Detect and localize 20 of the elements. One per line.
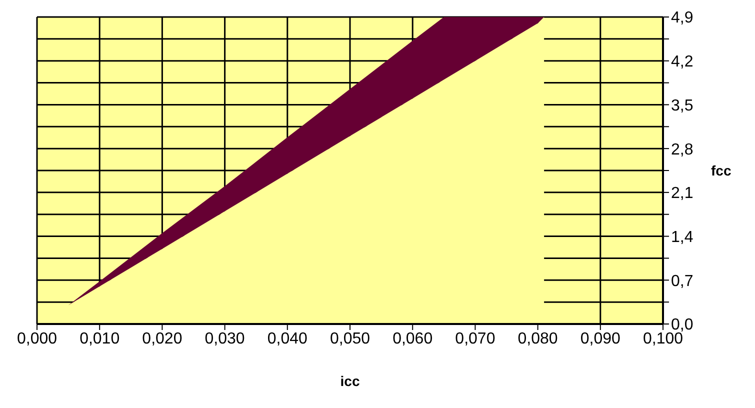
y-tick-label: 4,2 bbox=[671, 54, 694, 71]
y-axis-title: fcc bbox=[711, 162, 732, 178]
x-tick-label: 0,070 bbox=[455, 330, 496, 348]
x-axis-title: icc bbox=[340, 373, 360, 389]
x-tick-label: 0,020 bbox=[142, 330, 182, 348]
x-tick-label: 0,040 bbox=[267, 330, 308, 348]
x-tick-label: 0,000 bbox=[16, 330, 58, 348]
y-tick-label: 0,7 bbox=[671, 272, 694, 290]
x-tick-label: 0,100 bbox=[642, 330, 684, 348]
y-tick-label: 2,8 bbox=[671, 141, 694, 158]
x-tick-label: 0,010 bbox=[80, 330, 120, 348]
x-tick-label: 0,080 bbox=[518, 330, 558, 348]
y-tick-label: 3,5 bbox=[671, 97, 694, 114]
x-tick-label: 0,060 bbox=[392, 330, 433, 348]
x-tick-label: 0,090 bbox=[580, 330, 621, 348]
y-tick-label: 4,9 bbox=[671, 10, 694, 27]
y-tick-label: 1,4 bbox=[671, 228, 694, 246]
x-tick-label: 0,030 bbox=[204, 330, 245, 348]
x-tick-label: 0,050 bbox=[330, 330, 370, 348]
y-tick-label: 2,1 bbox=[671, 185, 694, 202]
